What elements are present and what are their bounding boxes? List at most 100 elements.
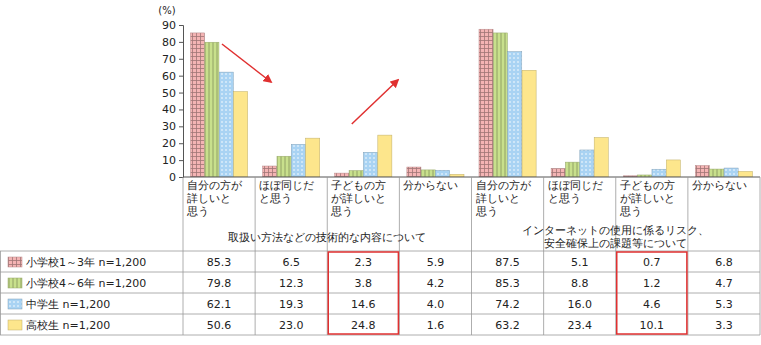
table-rule	[0, 272, 760, 273]
data-label: 1.2	[643, 277, 661, 290]
x-tick-label: 自分の方が詳しいと思う	[475, 179, 532, 218]
trend-arrow	[222, 44, 271, 82]
bar	[508, 52, 522, 177]
data-label: 87.5	[495, 256, 520, 269]
legend-label: 小学校1～3年 n=1,200	[26, 256, 146, 269]
data-label: 79.8	[207, 277, 232, 290]
y-tick-label: 40	[162, 103, 176, 116]
bar	[407, 167, 421, 177]
table-rule	[760, 177, 761, 335]
y-tick: 80	[162, 36, 183, 49]
y-axis-title: (%)	[158, 5, 175, 16]
y-tick-label: 20	[162, 137, 176, 150]
data-label: 12.3	[279, 277, 304, 290]
trend-arrow	[352, 80, 398, 124]
y-tick-mark	[179, 42, 183, 43]
bar	[421, 170, 435, 177]
data-label: 16.0	[567, 298, 592, 311]
bar-series	[219, 52, 738, 177]
y-tick: 0	[169, 171, 183, 184]
bar	[219, 72, 233, 177]
bar	[594, 137, 608, 177]
y-tick-label: 80	[162, 36, 176, 49]
data-label: 10.1	[640, 319, 665, 332]
y-tick-label: 60	[162, 70, 176, 83]
bar	[234, 92, 248, 177]
y-tick-mark	[179, 143, 183, 144]
bar	[277, 156, 291, 177]
bar	[335, 173, 349, 177]
bar	[738, 171, 752, 177]
data-label: 23.0	[279, 319, 304, 332]
legend-swatch	[8, 278, 22, 288]
bar	[551, 168, 565, 177]
y-tick-mark	[179, 126, 183, 127]
y-axis: 0102030405060708090	[162, 19, 184, 184]
data-label: 85.3	[207, 256, 232, 269]
y-tick-mark	[179, 93, 183, 94]
bar	[291, 144, 305, 177]
data-label: 8.8	[571, 277, 589, 290]
bar	[666, 160, 680, 177]
data-label: 0.7	[643, 256, 661, 269]
y-tick: 20	[162, 137, 183, 150]
data-label: 63.2	[495, 319, 520, 332]
data-label: 4.2	[427, 277, 445, 290]
bar	[349, 171, 363, 177]
data-label: 23.4	[567, 319, 592, 332]
data-label: 5.3	[715, 298, 733, 311]
data-label: 24.8	[351, 319, 376, 332]
data-label: 5.9	[427, 256, 445, 269]
y-tick-label: 30	[162, 120, 176, 133]
y-tick-mark	[179, 177, 183, 178]
bar	[565, 162, 579, 177]
bar	[479, 29, 493, 177]
legend-label: 中学生 n=1,200	[26, 298, 110, 311]
y-tick-label: 70	[162, 53, 176, 66]
bar	[190, 33, 204, 177]
y-tick: 60	[162, 70, 183, 83]
group-label: 取扱い方法などの技術的な内容について	[228, 231, 426, 244]
bar-series	[190, 29, 709, 177]
data-label: 3.3	[715, 319, 733, 332]
highlight-box	[328, 252, 398, 334]
y-tick: 50	[162, 87, 183, 100]
data-label: 2.3	[355, 256, 373, 269]
bar	[436, 170, 450, 177]
table-rule	[0, 293, 760, 294]
data-label: 85.3	[495, 277, 520, 290]
bar	[263, 166, 277, 177]
bar	[306, 138, 320, 177]
data-label: 50.6	[207, 319, 232, 332]
x-tick-label: ほぼ同じだと思う	[548, 179, 603, 205]
y-tick-label: 50	[162, 87, 176, 100]
bar	[580, 150, 594, 177]
y-tick-label: 10	[162, 154, 176, 167]
y-tick: 30	[162, 120, 183, 133]
table-rule	[543, 177, 544, 335]
bar-series	[205, 33, 724, 177]
highlight-box	[617, 252, 687, 334]
data-label: 1.6	[427, 319, 445, 332]
x-tick-label: 子どもの方が詳しいと思う	[619, 179, 675, 218]
legend-label: 高校生 n=1,200	[26, 319, 110, 332]
bar	[522, 70, 536, 177]
legend-label: 小学校4～6年 n=1,200	[26, 277, 146, 290]
bar	[710, 169, 724, 177]
y-tick: 40	[162, 103, 183, 116]
bars	[190, 29, 752, 177]
y-tick: 70	[162, 53, 183, 66]
x-axis: 自分の方が詳しいと思うほぼ同じだと思う子どもの方が詳しいと思う分からない自分の方…	[186, 179, 747, 218]
data-label: 74.2	[495, 298, 520, 311]
y-tick-mark	[179, 59, 183, 60]
data-label: 62.1	[207, 298, 232, 311]
legend-swatch	[8, 320, 22, 330]
y-tick-mark	[179, 76, 183, 77]
data-label: 19.3	[279, 298, 304, 311]
data-label: 6.5	[282, 256, 300, 269]
bar	[724, 168, 738, 177]
x-tick-label: 分からない	[403, 179, 458, 191]
chart: 0102030405060708090(%)自分の方が詳しいと思うほぼ同じだと思…	[0, 0, 761, 345]
legend-swatch	[8, 257, 22, 267]
y-tick: 10	[162, 154, 183, 167]
